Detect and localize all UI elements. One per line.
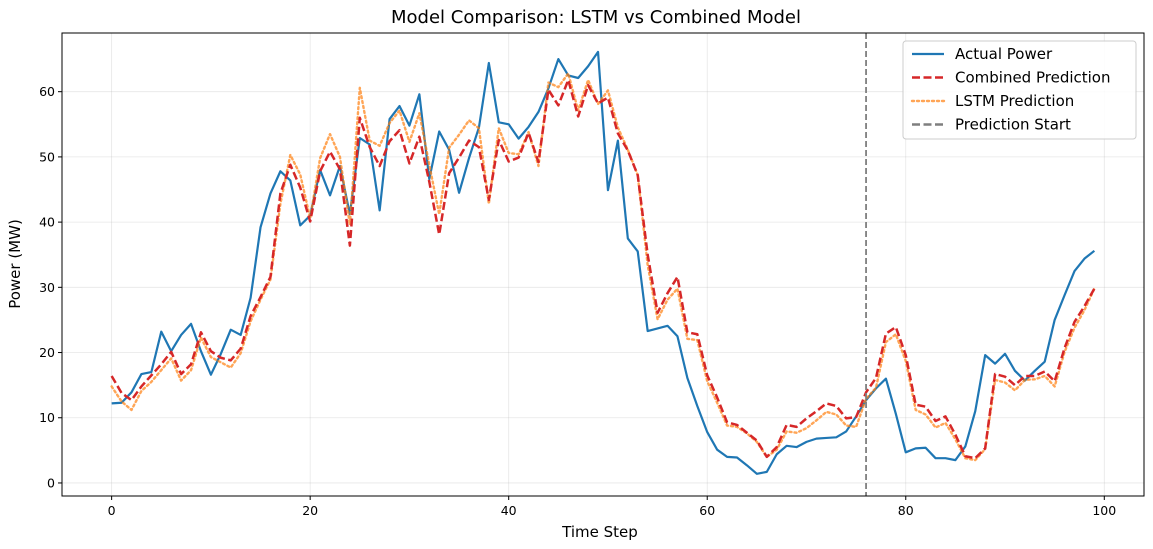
x-tick-label: 100 — [1092, 503, 1116, 518]
y-tick-label: 60 — [39, 84, 55, 99]
legend-label: Combined Prediction — [955, 69, 1111, 87]
legend-label: Actual Power — [955, 45, 1053, 63]
x-tick-label: 60 — [699, 503, 715, 518]
series-line-actual-power — [111, 50, 1096, 475]
series-line-combined-prediction — [110, 78, 1096, 460]
x-tick-label: 0 — [108, 503, 116, 518]
y-tick-label: 30 — [39, 280, 55, 295]
plot-area — [110, 33, 1096, 496]
x-axis: 0 20 40 60 80 100 — [108, 496, 1116, 518]
legend-label: Prediction Start — [955, 116, 1071, 134]
legend-label: LSTM Prediction — [955, 92, 1074, 110]
x-tick-label: 80 — [898, 503, 914, 518]
x-axis-label: Time Step — [561, 523, 638, 541]
y-tick-label: 50 — [39, 149, 55, 164]
chart-title: Model Comparison: LSTM vs Combined Model — [391, 7, 801, 28]
x-tick-label: 20 — [302, 503, 318, 518]
x-tick-label: 40 — [501, 503, 517, 518]
legend-box — [902, 40, 1137, 140]
legend: Actual Power Combined Prediction LSTM Pred… — [902, 40, 1137, 140]
y-tick-label: 10 — [39, 410, 55, 425]
y-axis: 0 10 20 30 40 50 60 — [39, 84, 62, 490]
y-tick-label: 40 — [39, 215, 55, 230]
y-tick-label: 0 — [47, 475, 55, 490]
y-tick-label: 20 — [39, 345, 55, 360]
plot-frame — [61, 32, 1145, 497]
y-axis-label: Power (MW) — [6, 219, 24, 309]
